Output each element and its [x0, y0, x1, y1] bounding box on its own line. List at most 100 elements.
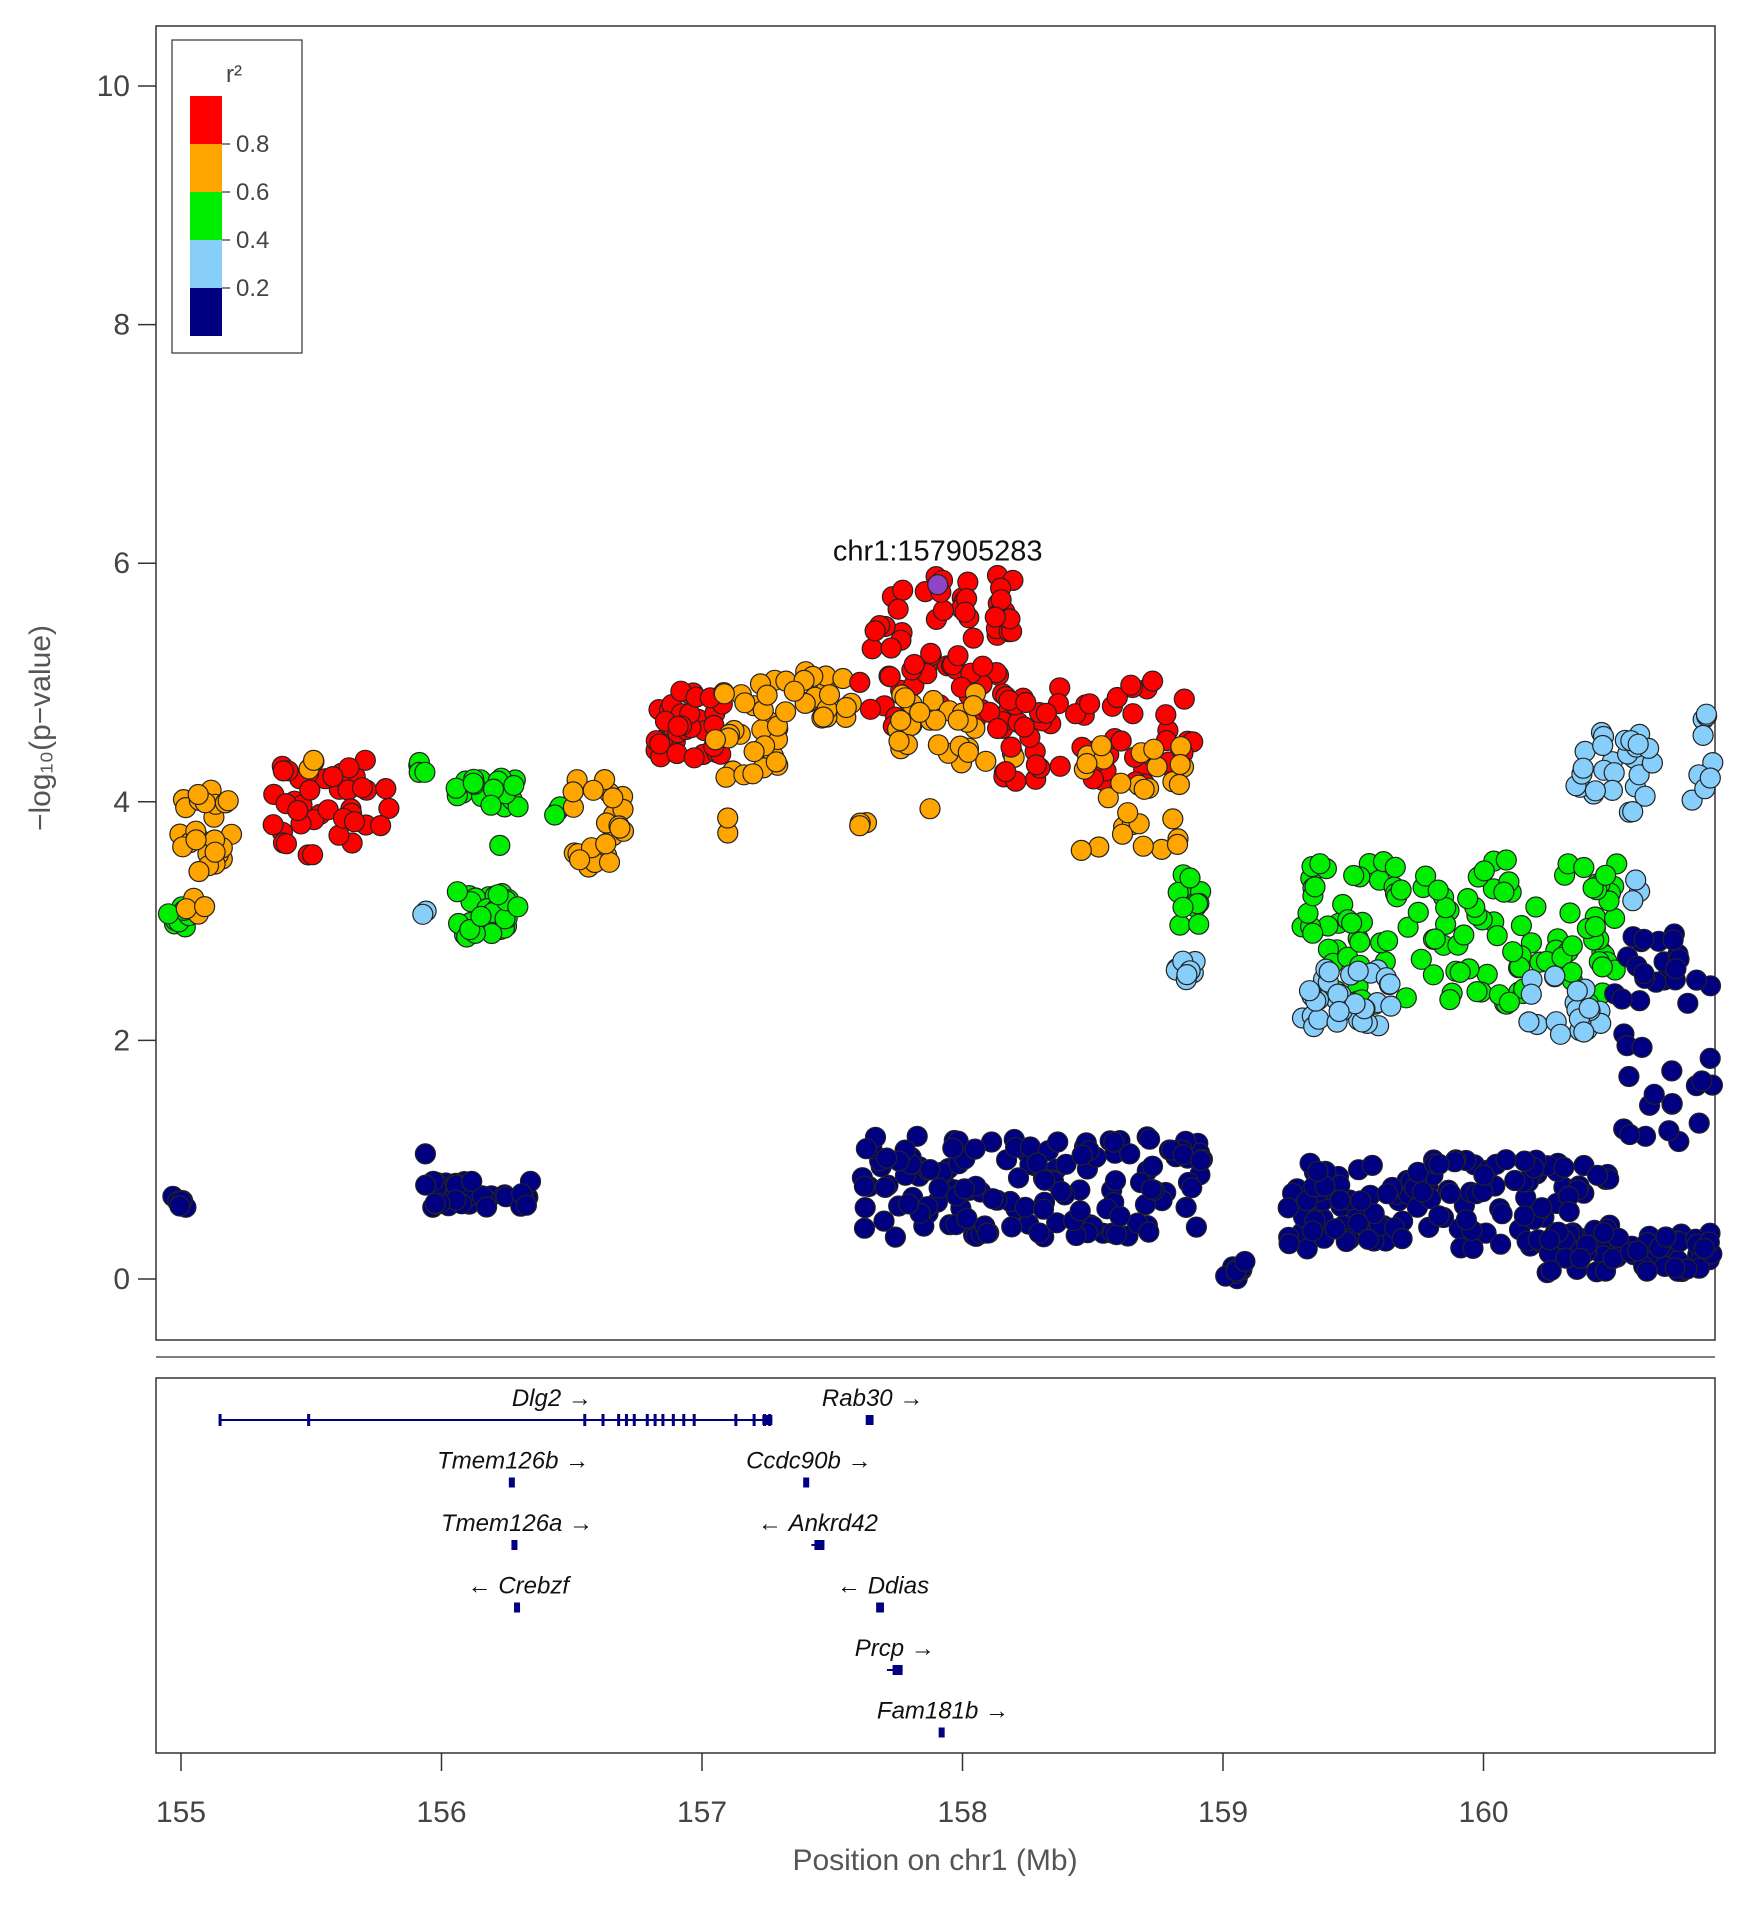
snp-point — [894, 687, 916, 709]
snp-point — [1618, 1065, 1640, 1088]
snp-point — [1544, 965, 1566, 987]
snp-point — [1140, 1178, 1163, 1200]
legend-tick-label: 0.2 — [236, 275, 269, 302]
snp-point — [1578, 997, 1600, 1019]
snp-point — [507, 896, 529, 918]
x-axis: 155 156 157 158 159 160 — [156, 1753, 1509, 1829]
lead-snp-label: chr1:157905283 — [833, 536, 1043, 568]
x-tick-label: 155 — [156, 1796, 206, 1829]
snp-point — [1034, 1169, 1056, 1191]
snp-point — [818, 684, 841, 706]
snp-point — [1309, 853, 1331, 875]
snp-point — [1538, 1229, 1561, 1251]
snp-point — [1493, 881, 1515, 903]
snp-point — [1495, 849, 1517, 871]
snp-point — [812, 706, 835, 728]
snp-point — [515, 1194, 538, 1216]
snp-point — [888, 730, 910, 752]
snp-point — [1070, 839, 1092, 862]
gene-body — [803, 1477, 810, 1488]
snp-point — [1119, 1143, 1141, 1165]
snp-point — [1422, 964, 1445, 986]
snp-point — [1363, 1202, 1385, 1225]
gene-track-panel — [155, 1377, 1716, 1754]
snp-point — [1625, 869, 1647, 891]
snp-point — [1380, 995, 1402, 1017]
snp-point — [487, 884, 509, 906]
snp-point — [1172, 896, 1194, 918]
snp-point — [1138, 1128, 1161, 1150]
snp-point — [667, 715, 689, 737]
snp-point — [1593, 1222, 1615, 1244]
gene-label: Ccdc90b → — [746, 1448, 871, 1475]
snp-point — [1170, 736, 1192, 758]
snp-point — [1361, 1154, 1383, 1177]
snp-point — [1357, 1228, 1379, 1251]
snp-point — [1414, 865, 1437, 887]
snp-point — [609, 817, 631, 839]
snp-point — [1190, 1149, 1212, 1172]
gene-name: Ccdc90b — [746, 1448, 841, 1475]
snp-point — [995, 760, 1017, 783]
snp-point — [1376, 930, 1399, 952]
x-tick-label: 160 — [1458, 1796, 1508, 1829]
y-axis-title: −log₁₀(p−value) — [24, 625, 57, 831]
snp-point — [1695, 703, 1718, 725]
gene-exon — [645, 1414, 649, 1426]
strand-arrow-icon: → — [904, 1635, 935, 1662]
snp-point — [470, 905, 492, 928]
snp-point — [1155, 704, 1177, 726]
snp-point — [1106, 686, 1128, 709]
snp-point — [175, 898, 197, 920]
strand-arrow-icon: → — [562, 1510, 593, 1537]
gene-exon — [632, 1414, 636, 1426]
snp-point — [683, 747, 705, 769]
snp-point — [322, 765, 344, 788]
snp-point — [351, 777, 373, 799]
snp-point — [1162, 808, 1184, 830]
snp-point — [1566, 980, 1588, 1002]
snp-point — [765, 751, 787, 773]
snp-point — [1455, 1209, 1478, 1231]
gene-name: Prcp — [855, 1635, 904, 1662]
snp-point — [1188, 913, 1210, 935]
strand-arrow-icon: → — [841, 1448, 872, 1475]
snp-point — [1693, 1237, 1715, 1260]
snp-point — [598, 851, 621, 873]
snp-point — [1410, 948, 1432, 970]
snp-point — [1047, 1131, 1069, 1153]
strand-arrow-icon: ← — [468, 1573, 499, 1600]
snp-point — [1427, 879, 1449, 901]
snp-point — [1658, 1120, 1680, 1142]
snp-point — [1328, 1000, 1350, 1023]
snp-point — [1622, 800, 1644, 823]
gene-name: Dlg2 — [512, 1385, 561, 1412]
snp-point — [928, 1177, 950, 1199]
gene-name: Fam181b — [877, 1698, 978, 1725]
snp-point — [835, 696, 857, 719]
snp-point — [1175, 1196, 1197, 1219]
snp-point — [957, 741, 979, 764]
snp-point — [1476, 963, 1498, 986]
snp-point — [1594, 864, 1617, 886]
snp-point — [204, 841, 226, 863]
snp-point — [742, 763, 764, 785]
gene-name: Ddias — [868, 1573, 929, 1600]
snp-point — [169, 1195, 191, 1217]
snp-point — [1622, 890, 1644, 912]
snp-point — [964, 1138, 986, 1160]
snp-point — [982, 1188, 1004, 1210]
snp-point — [1633, 928, 1655, 950]
snp-point — [1504, 1169, 1526, 1192]
gene-name: Ankrd42 — [787, 1510, 878, 1537]
snp-point — [1343, 864, 1365, 887]
snp-point — [919, 798, 941, 820]
snp-point — [1502, 941, 1524, 963]
snp-point — [262, 814, 284, 836]
gene-exon — [307, 1414, 311, 1426]
snp-point — [194, 895, 216, 918]
snp-point — [874, 1176, 896, 1199]
snp-point — [975, 750, 997, 772]
snp-point — [947, 645, 969, 667]
